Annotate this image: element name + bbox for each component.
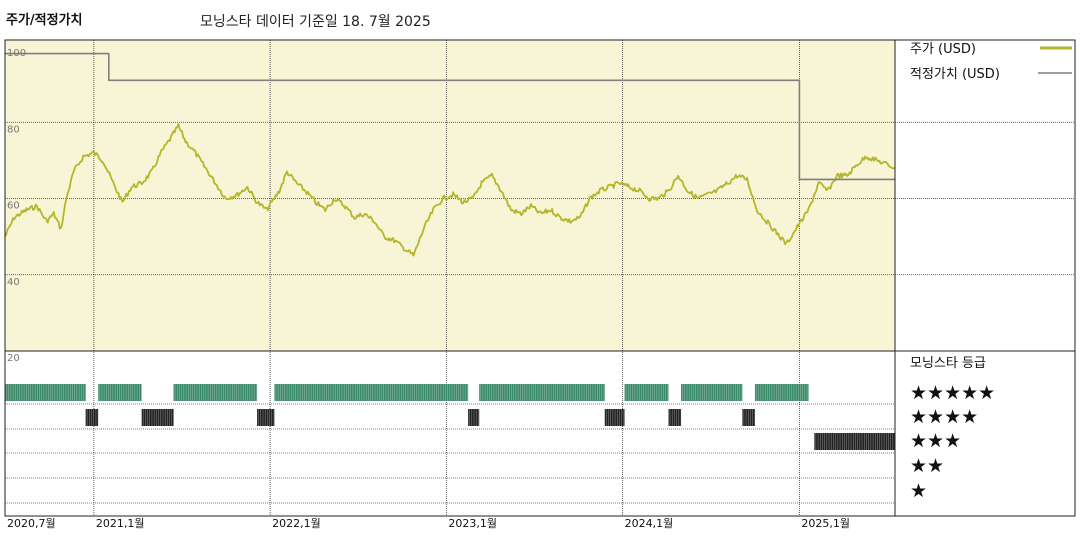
x-tick-4: 2024,1월: [625, 517, 674, 530]
rating-band-5star-2: [173, 384, 258, 401]
chart-title: 주가/적정가치: [6, 13, 83, 28]
rating-4-stars: ★★★★: [910, 406, 978, 428]
series-price-line: [4, 123, 896, 257]
rating-band-4star-13: [668, 409, 682, 426]
legend-price-label: 주가 (USD): [910, 42, 976, 57]
rating-band-3star-15: [814, 433, 895, 450]
grid-lines: [5, 40, 1075, 516]
y-tick-labels: 20 40 60 80 100: [7, 48, 26, 364]
y-tick-80: 80: [7, 124, 20, 135]
rating-band-4star-9: [141, 409, 174, 426]
y-tick-40: 40: [7, 277, 20, 288]
series-fair-value-line: [5, 52, 895, 181]
rating-band-4star-11: [468, 409, 480, 426]
x-tick-2: 2022,1월: [272, 517, 321, 530]
x-tick-5: 2025,1월: [801, 517, 850, 530]
rating-3-stars: ★★★: [910, 430, 961, 452]
rating-band-5star-5: [624, 384, 669, 401]
x-tick-1: 2021,1월: [96, 517, 145, 530]
rating-band-5star-0: [5, 384, 86, 401]
x-tick-3: 2023,1월: [448, 517, 497, 530]
rating-band-5star-6: [681, 384, 743, 401]
y-tick-60: 60: [7, 201, 20, 212]
rating-band-4star-10: [257, 409, 275, 426]
rating-band-4star-12: [604, 409, 625, 426]
series-lines: [4, 52, 896, 257]
rating-band-5star-4: [479, 384, 605, 401]
legend-fair-value-label: 적정가치 (USD): [910, 67, 1000, 82]
rating-bands: [5, 384, 895, 450]
rating-5-stars: ★★★★★: [910, 382, 995, 404]
rating-2-stars: ★★: [910, 455, 944, 477]
rating-band-4star-8: [85, 409, 99, 426]
x-tick-0: 2020,7월: [7, 517, 56, 530]
y-tick-100: 100: [7, 48, 26, 59]
chart-frame: [4, 39, 1076, 517]
data-date-note: 모닝스타 데이터 기준일 18. 7월 2025: [200, 14, 431, 30]
rating-band-5star-1: [98, 384, 142, 401]
y-tick-20: 20: [7, 353, 20, 364]
rating-band-5star-3: [274, 384, 469, 401]
rating-band-4star-14: [742, 409, 756, 426]
rating-band-5star-7: [754, 384, 809, 401]
rating-1-star: ★: [910, 480, 927, 502]
rating-panel-title: 모닝스타 등급: [910, 356, 986, 371]
x-tick-labels: 2020,7월 2021,1월 2022,1월 2023,1월 2024,1월 2025,…: [7, 517, 850, 530]
